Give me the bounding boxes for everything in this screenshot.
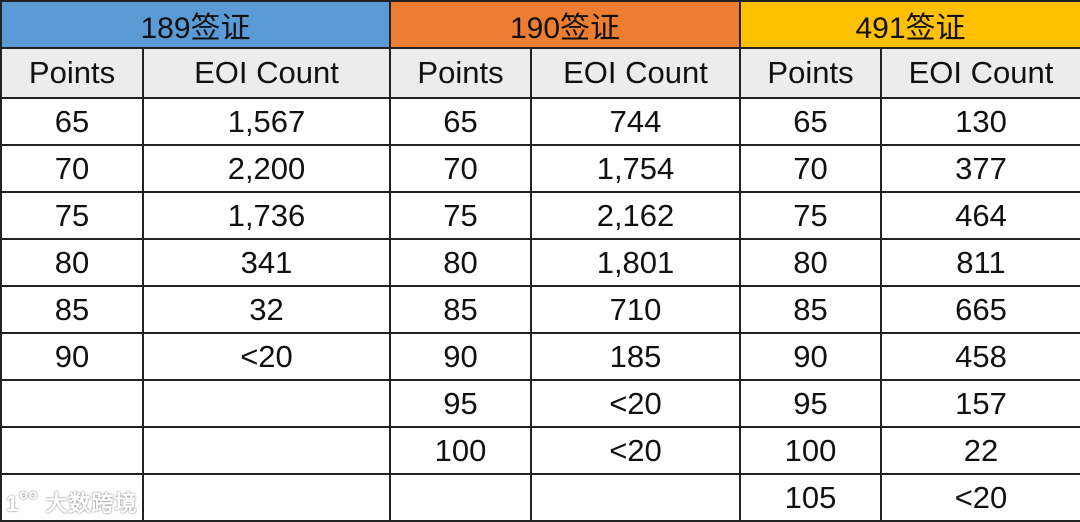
column-header-points: Points [389, 47, 532, 99]
points-cell: 90 [389, 332, 532, 381]
visa-header: 190签证 [389, 0, 741, 49]
eoi-count-cell: <20 [142, 332, 391, 381]
table-body: 65 1,567 65 744 65 130 70 2,200 70 1,754 70 377 75 1,… [0, 97, 1080, 522]
eoi-count-cell: 1,736 [142, 191, 391, 240]
points-cell: 90 [0, 332, 144, 381]
points-cell: 70 [0, 144, 144, 193]
points-cell [0, 473, 144, 522]
eoi-count-cell [142, 379, 391, 428]
points-cell: 65 [739, 97, 882, 146]
column-header-eoi: EOI Count [142, 47, 391, 99]
eoi-count-cell: 185 [530, 332, 741, 381]
column-header-points: Points [739, 47, 882, 99]
points-cell: 70 [739, 144, 882, 193]
points-cell: 70 [389, 144, 532, 193]
points-cell: 95 [739, 379, 882, 428]
points-cell: 85 [0, 285, 144, 334]
points-cell: 80 [389, 238, 532, 287]
eoi-count-cell [530, 473, 741, 522]
points-cell: 75 [0, 191, 144, 240]
column-header-row: Points EOI Count Points EOI Count Points EOI … [0, 47, 1080, 99]
watermark-logo: 1oo 大数跨境 [6, 486, 138, 516]
points-cell: 90 [739, 332, 882, 381]
column-header-eoi: EOI Count [530, 47, 741, 99]
points-cell [0, 426, 144, 475]
eoi-count-cell: 2,162 [530, 191, 741, 240]
eoi-count-cell: 341 [142, 238, 391, 287]
eoi-count-cell: 22 [880, 426, 1080, 475]
table-row: 85 32 85 710 85 665 [0, 285, 1080, 334]
table-row: 105 <20 [0, 473, 1080, 522]
watermark-text: 大数跨境 [45, 491, 138, 516]
eoi-count-cell: 1,754 [530, 144, 741, 193]
table-row: 65 1,567 65 744 65 130 [0, 97, 1080, 146]
points-cell: 85 [389, 285, 532, 334]
eoi-count-cell: <20 [530, 426, 741, 475]
eoi-count-cell: <20 [880, 473, 1080, 522]
points-cell: 100 [739, 426, 882, 475]
points-cell: 100 [389, 426, 532, 475]
points-cell: 85 [739, 285, 882, 334]
eoi-count-cell: 157 [880, 379, 1080, 428]
eoi-count-cell: 458 [880, 332, 1080, 381]
eoi-count-cell: 464 [880, 191, 1080, 240]
points-cell: 80 [0, 238, 144, 287]
table-row: 75 1,736 75 2,162 75 464 [0, 191, 1080, 240]
points-cell: 95 [389, 379, 532, 428]
points-cell: 65 [389, 97, 532, 146]
column-header-points: Points [0, 47, 144, 99]
points-cell: 75 [739, 191, 882, 240]
eoi-count-cell: 811 [880, 238, 1080, 287]
visa-header-row: 189签证 190签证 491签证 [0, 0, 1080, 49]
eoi-count-cell: <20 [530, 379, 741, 428]
table-row: 90 <20 90 185 90 458 [0, 332, 1080, 381]
table-row: 70 2,200 70 1,754 70 377 [0, 144, 1080, 193]
eoi-count-cell: 665 [880, 285, 1080, 334]
visa-header: 491签证 [739, 0, 1080, 49]
eoi-count-cell: 130 [880, 97, 1080, 146]
table-row: 80 341 80 1,801 80 811 [0, 238, 1080, 287]
eoi-count-cell: 377 [880, 144, 1080, 193]
points-cell [0, 379, 144, 428]
eoi-count-cell: 710 [530, 285, 741, 334]
eoi-count-cell: 1,801 [530, 238, 741, 287]
points-cell: 80 [739, 238, 882, 287]
points-cell: 75 [389, 191, 532, 240]
eoi-count-cell [142, 473, 391, 522]
column-header-eoi: EOI Count [880, 47, 1080, 99]
points-cell: 105 [739, 473, 882, 522]
eoi-count-cell: 1,567 [142, 97, 391, 146]
eoi-count-cell: 32 [142, 285, 391, 334]
table-row: 95 <20 95 157 [0, 379, 1080, 428]
eoi-count-cell: 2,200 [142, 144, 391, 193]
points-cell [389, 473, 532, 522]
table-row: 100 <20 100 22 [0, 426, 1080, 475]
eoi-count-cell: 744 [530, 97, 741, 146]
points-cell: 65 [0, 97, 144, 146]
eoi-count-cell [142, 426, 391, 475]
visa-header: 189签证 [0, 0, 391, 49]
